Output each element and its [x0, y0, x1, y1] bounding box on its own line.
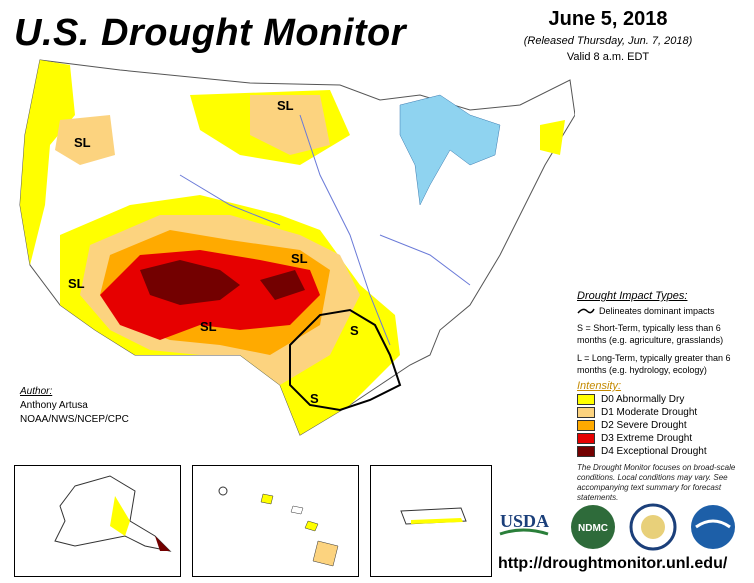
label-s-east-texas: S — [350, 323, 359, 338]
noaa-bird — [695, 519, 731, 529]
impact-header: Drought Impact Types: — [577, 290, 688, 302]
boundary-line-icon — [577, 308, 595, 314]
usda-logo: USDA — [500, 511, 549, 531]
d1-dakotas — [250, 95, 330, 155]
alaska-inset — [14, 465, 181, 577]
intensity-header: Intensity: — [577, 380, 622, 392]
author-name: Anthony Artusa — [20, 400, 88, 411]
d3-swatch — [577, 433, 595, 444]
impact-labels: SL SL SL SL SL S S — [68, 98, 359, 406]
d4-oklahoma — [260, 270, 305, 300]
d4-four-corners — [140, 260, 240, 305]
legend-d3: D3 Extreme Drought — [577, 433, 749, 444]
label-sl-newmexico: SL — [200, 319, 217, 334]
agency-logos: USDA NDMC — [498, 500, 748, 555]
long-term-text: L = Long-Term, typically greater than 6 … — [577, 353, 731, 375]
d0-west-coast — [20, 60, 75, 265]
author-block: Author: Anthony Artusa NOAA/NWS/NCEP/CPC — [20, 385, 129, 427]
d4-swatch — [577, 446, 595, 457]
short-term-text: S = Short-Term, typically less than 6 mo… — [577, 323, 724, 345]
conus-drought-map: SL SL SL SL SL S S — [19, 59, 575, 436]
puerto-rico-inset — [370, 465, 492, 577]
hawaii-inset — [192, 465, 359, 577]
legend-d2: D2 Severe Drought — [577, 420, 749, 431]
author-org: NOAA/NWS/NCEP/CPC — [20, 414, 129, 425]
alaska-map — [54, 475, 172, 552]
commerce-seal-inner — [641, 515, 665, 539]
impact-boundary — [289, 308, 402, 412]
ndmc-text: NDMC — [578, 523, 608, 534]
d1-label: D1 Moderate Drought — [601, 407, 698, 418]
legend-d4: D4 Exceptional Drought — [577, 446, 749, 457]
author-heading: Author: — [20, 386, 53, 397]
date-block: June 5, 2018 (Released Thursday, Jun. 7,… — [498, 8, 718, 63]
label-sl-oregon: SL — [74, 135, 91, 150]
great-lakes — [399, 94, 501, 206]
map-title: U.S. Drought Monitor — [14, 12, 407, 54]
usda-swoosh — [499, 528, 549, 536]
rivers — [179, 114, 471, 346]
legend: Drought Impact Types: Delineates dominan… — [577, 290, 749, 457]
hawaii-map — [218, 486, 339, 567]
legend-d0: D0 Abnormally Dry — [577, 394, 749, 405]
d4-label: D4 Exceptional Drought — [601, 446, 707, 457]
d1-swatch — [577, 407, 595, 418]
valid-time: Valid 8 a.m. EDT — [566, 51, 650, 63]
ndmc-logo — [571, 505, 615, 549]
label-sl-dakota: SL — [277, 98, 294, 113]
delineates-row: Delineates dominant impacts — [577, 306, 749, 316]
puerto-rico-map — [400, 507, 467, 525]
release-date: (Released Thursday, Jun. 7, 2018) — [523, 35, 693, 47]
label-s-south-texas: S — [310, 391, 319, 406]
noaa-logo — [691, 505, 735, 549]
logos-svg: USDA NDMC — [499, 503, 735, 551]
d1-oregon — [55, 115, 115, 165]
delineates-text: Delineates dominant impacts — [599, 306, 715, 316]
d0-swatch — [577, 394, 595, 405]
label-sl-california: SL — [68, 276, 85, 291]
disclaimer: The Drought Monitor focuses on broad-sca… — [577, 463, 736, 502]
label-sl-oklahoma: SL — [291, 251, 308, 266]
d0-label: D0 Abnormally Dry — [601, 394, 685, 405]
d2-label: D2 Severe Drought — [601, 420, 687, 431]
d2-swatch — [577, 420, 595, 431]
d3-label: D3 Extreme Drought — [601, 433, 693, 444]
map-date: June 5, 2018 — [548, 8, 668, 30]
legend-d1: D1 Moderate Drought — [577, 407, 749, 418]
website-link[interactable]: http://droughtmonitor.unl.edu/ — [498, 555, 728, 572]
d0-northeast — [540, 120, 565, 155]
